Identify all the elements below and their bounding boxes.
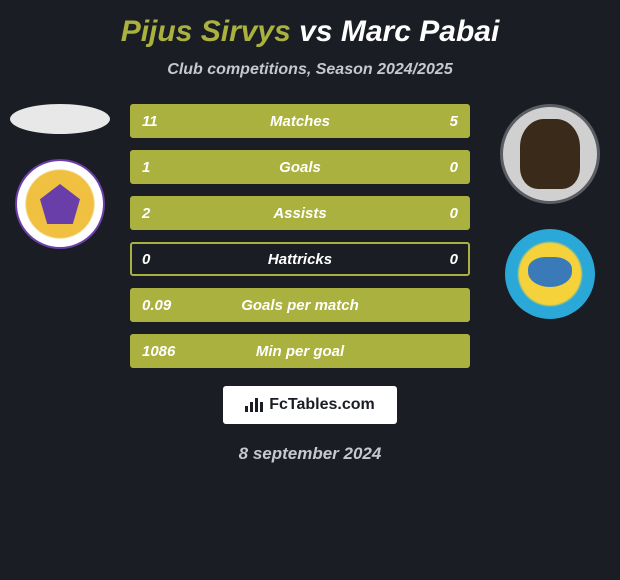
stat-label: Min per goal <box>256 343 344 360</box>
stat-value-right: 5 <box>450 113 458 130</box>
stat-value-left: 11 <box>142 113 158 130</box>
source-logo: FcTables.com <box>223 386 397 424</box>
stat-row: 1086 Min per goal <box>130 334 470 368</box>
stat-value-right: 0 <box>450 159 458 176</box>
stat-label: Hattricks <box>268 251 332 268</box>
player2-club-badge <box>505 229 595 319</box>
stat-row: 11 Matches 5 <box>130 104 470 138</box>
stat-value-right: 0 <box>450 205 458 222</box>
player1-name: Pijus Sirvys <box>121 15 291 48</box>
bars-icon <box>245 398 263 412</box>
player2-avatar-silhouette <box>520 119 580 189</box>
player2-name: Marc Pabai <box>341 15 499 48</box>
stat-label: Goals <box>279 159 321 176</box>
player1-side <box>0 104 120 249</box>
stat-label: Goals per match <box>241 297 359 314</box>
player2-avatar <box>500 104 600 204</box>
stat-label: Assists <box>273 205 326 222</box>
player1-club-badge <box>15 159 105 249</box>
player1-avatar-placeholder <box>10 104 110 134</box>
comparison-card: Pijus Sirvys vs Marc Pabai Club competit… <box>0 0 620 474</box>
content-row: 11 Matches 5 1 Goals 0 2 Assists 0 0 Hattricks 0 0.0… <box>0 104 620 368</box>
stat-value-right: 0 <box>450 251 458 268</box>
stat-row: 0 Hattricks 0 <box>130 242 470 276</box>
vs-label: vs <box>299 15 332 48</box>
page-title: Pijus Sirvys vs Marc Pabai <box>121 15 500 49</box>
stat-value-left: 0 <box>142 251 150 268</box>
player2-side <box>490 104 610 319</box>
date-label: 8 september 2024 <box>239 444 382 464</box>
stat-value-left: 1086 <box>142 343 175 360</box>
subtitle: Club competitions, Season 2024/2025 <box>167 61 452 79</box>
stat-row: 1 Goals 0 <box>130 150 470 184</box>
stat-value-left: 1 <box>142 159 150 176</box>
stat-row: 0.09 Goals per match <box>130 288 470 322</box>
stat-label: Matches <box>270 113 330 130</box>
stat-row: 2 Assists 0 <box>130 196 470 230</box>
stats-list: 11 Matches 5 1 Goals 0 2 Assists 0 0 Hattricks 0 0.0… <box>120 104 490 368</box>
stat-value-left: 0.09 <box>142 297 171 314</box>
source-logo-text: FcTables.com <box>269 396 375 414</box>
stat-value-left: 2 <box>142 205 150 222</box>
